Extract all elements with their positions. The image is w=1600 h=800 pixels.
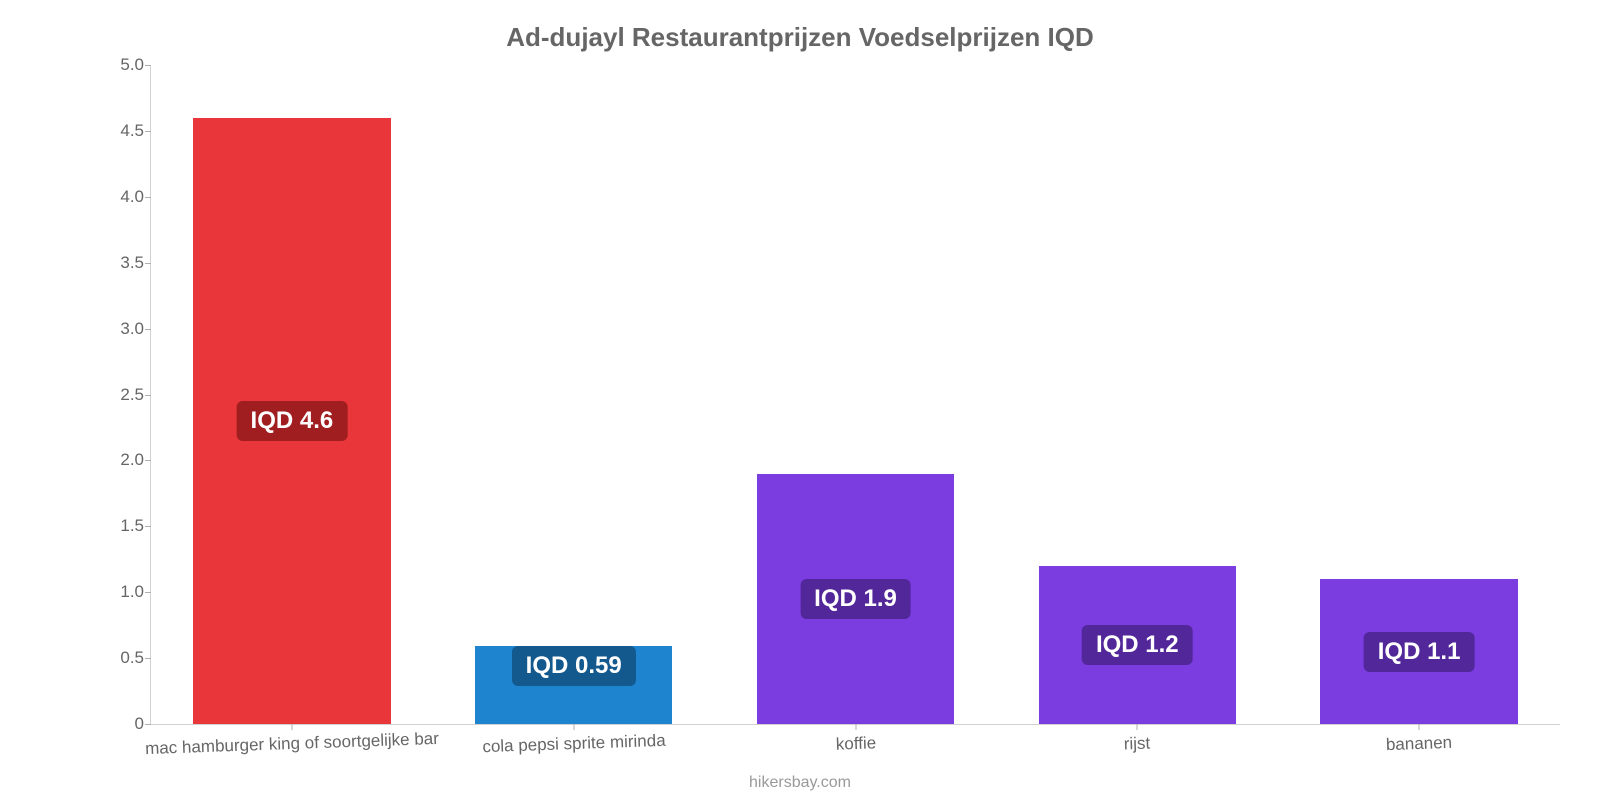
x-tick-label: mac hamburger king of soortgelijke bar [145,729,439,759]
y-tick-label: 3.5 [96,253,144,273]
x-tick-mark [1137,724,1138,730]
plot-area: 00.51.01.52.02.53.03.54.04.55.0mac hambu… [150,65,1560,725]
y-tick-label: 0 [96,714,144,734]
x-tick-label: cola pepsi sprite mirinda [482,731,666,757]
y-tick-label: 4.0 [96,187,144,207]
y-tick-label: 5.0 [96,55,144,75]
attribution-text: hikersbay.com [0,774,1600,792]
x-tick-mark [855,724,856,730]
x-tick-label: rijst [1124,734,1151,755]
x-tick-mark [291,724,292,730]
x-tick-label: bananen [1386,733,1453,755]
bar-value-badge: IQD 1.2 [1082,625,1193,665]
x-tick-mark [573,724,574,730]
y-tick-label: 1.0 [96,582,144,602]
y-tick-label: 2.0 [96,450,144,470]
y-tick-label: 2.5 [96,385,144,405]
x-tick-mark [1419,724,1420,730]
bar-value-badge: IQD 1.1 [1364,632,1475,672]
y-tick-label: 0.5 [96,648,144,668]
bar-value-badge: IQD 4.6 [237,401,348,441]
chart-title: Ad-dujayl Restaurantprijzen Voedselprijz… [0,22,1600,53]
x-tick-label: koffie [835,733,876,754]
y-tick-label: 4.5 [96,121,144,141]
y-tick-label: 3.0 [96,319,144,339]
bar-value-badge: IQD 1.9 [800,579,911,619]
y-tick-label: 1.5 [96,516,144,536]
bar-value-badge: IQD 0.59 [512,646,636,686]
